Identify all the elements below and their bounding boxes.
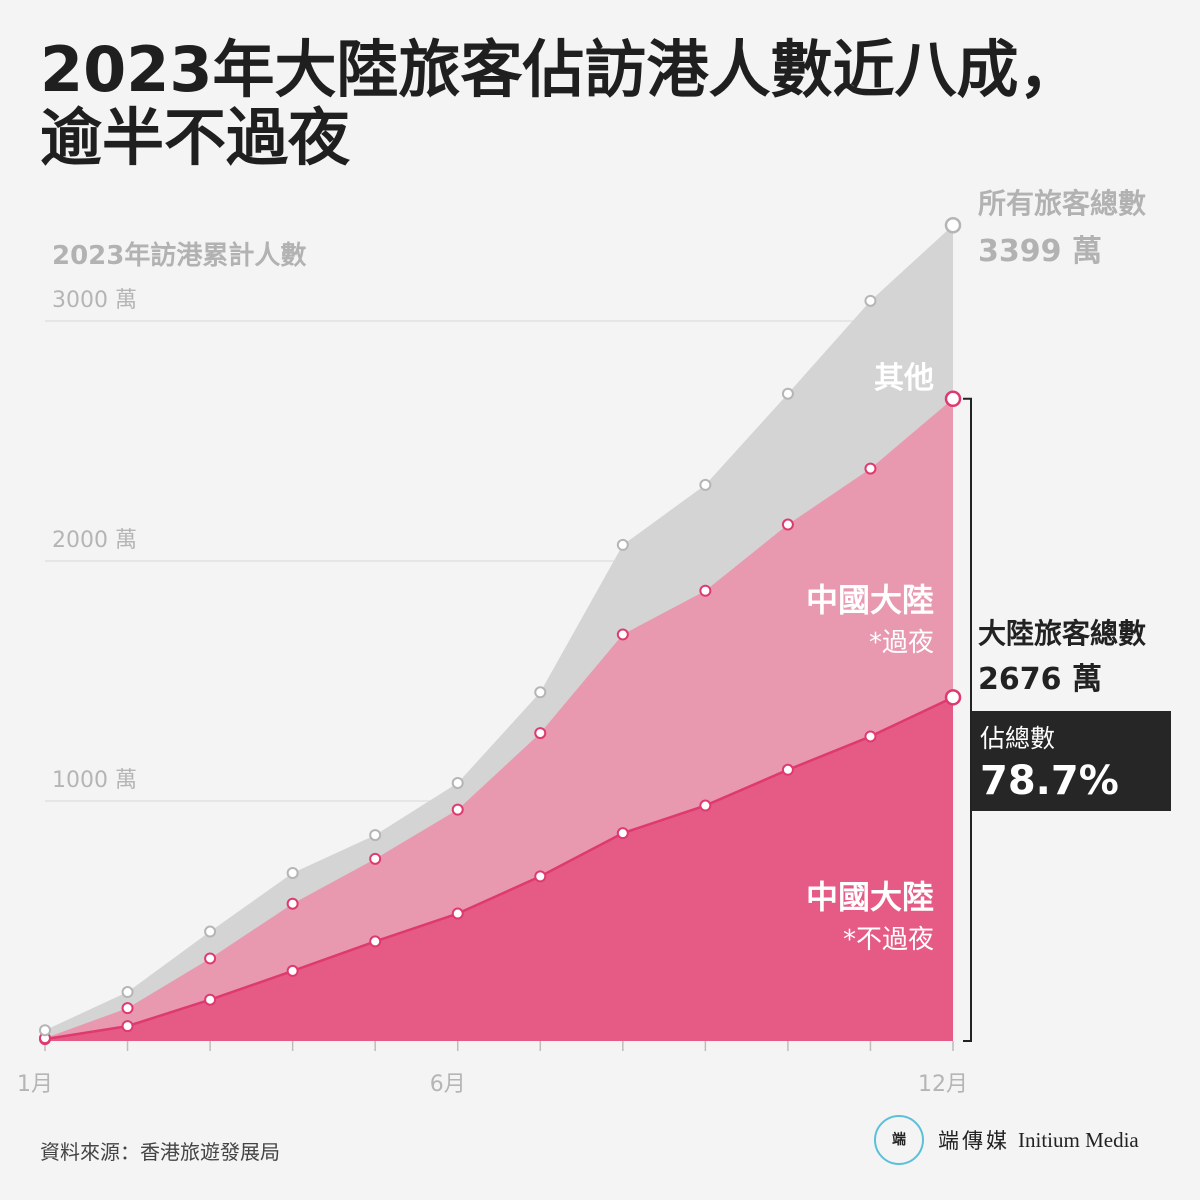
label-mainland-overnight: 中國大陸 bbox=[806, 581, 934, 619]
marker-overnight-2 bbox=[121, 1002, 134, 1015]
x-tick-label-1: 1月 bbox=[17, 1072, 53, 1097]
brand-logo: 端 端傳媒 Initium Media bbox=[874, 1112, 1139, 1168]
marker-other-7 bbox=[534, 686, 547, 699]
mainland-share-label: 佔總數 bbox=[980, 724, 1056, 753]
mainland-visitors-value: 2676 萬 bbox=[978, 662, 1102, 697]
marker-overnight-5 bbox=[369, 852, 382, 865]
marker-other-9 bbox=[699, 478, 712, 491]
marker-other-1 bbox=[39, 1024, 51, 1037]
marker-overnight-12 bbox=[944, 390, 962, 408]
marker-other-5 bbox=[369, 829, 382, 842]
initium-logo-icon: 端 bbox=[874, 1115, 924, 1165]
title-line-2: 逾半不過夜 bbox=[40, 101, 351, 174]
area-same_day bbox=[45, 697, 953, 1041]
brand-name-chinese: 端傳媒 bbox=[938, 1129, 1010, 1153]
marker-overnight-10 bbox=[781, 518, 794, 531]
marker-other-3 bbox=[204, 925, 217, 938]
mainland-share-box: 佔總數 78.7% bbox=[972, 711, 1171, 811]
marker-same_day-9 bbox=[699, 799, 712, 812]
marker-other-8 bbox=[616, 538, 629, 551]
page-title: 2023年大陸旅客佔訪港人數近八成， 逾半不過夜 bbox=[40, 36, 1160, 172]
label-same-day: *不過夜 bbox=[843, 925, 934, 955]
x-tick-label-12: 12月 bbox=[918, 1072, 968, 1097]
mainland-bracket bbox=[963, 397, 972, 1042]
y-tick-label-2000: 2000 萬 bbox=[52, 528, 137, 553]
label-overnight: *過夜 bbox=[869, 628, 934, 658]
marker-overnight-7 bbox=[534, 727, 547, 740]
marker-other-10 bbox=[781, 387, 794, 400]
marker-same_day-11 bbox=[864, 730, 877, 743]
marker-other-11 bbox=[864, 294, 877, 307]
marker-overnight-8 bbox=[616, 628, 629, 641]
all-visitors-total: 所有旅客總數 3399 萬 bbox=[978, 184, 1193, 280]
marker-overnight-4 bbox=[286, 897, 299, 910]
mainland-visitors-total: 大陸旅客總數 2676 萬 bbox=[978, 614, 1193, 706]
marker-same_day-10 bbox=[781, 763, 794, 776]
label-mainland-same-day: 中國大陸 bbox=[806, 878, 934, 916]
marker-overnight-3 bbox=[204, 952, 217, 965]
title-line-1: 2023年大陸旅客佔訪港人數近八成， bbox=[40, 33, 1081, 106]
marker-same_day-3 bbox=[204, 993, 217, 1006]
data-source: 資料來源：香港旅遊發展局 bbox=[40, 1140, 280, 1164]
marker-overnight-6 bbox=[451, 803, 464, 816]
marker-overnight-11 bbox=[864, 462, 877, 475]
line-same_day bbox=[44, 696, 954, 1041]
x-tick-label-6: 6月 bbox=[430, 1072, 466, 1097]
label-other: 其他 bbox=[874, 361, 934, 396]
marker-overnight-9 bbox=[699, 584, 712, 597]
marker-same_day-7 bbox=[534, 870, 547, 883]
marker-other-6 bbox=[451, 777, 464, 789]
marker-other-12 bbox=[944, 216, 962, 234]
all-visitors-label: 所有旅客總數 bbox=[978, 187, 1147, 220]
y-tick-label-1000: 1000 萬 bbox=[52, 768, 137, 793]
marker-same_day-8 bbox=[616, 827, 629, 840]
marker-other-4 bbox=[286, 867, 299, 879]
chart-subtitle: 2023年訪港累計人數 bbox=[52, 240, 306, 271]
marker-same_day-2 bbox=[121, 1020, 134, 1033]
marker-same_day-4 bbox=[286, 964, 299, 977]
y-tick-label-3000: 3000 萬 bbox=[52, 288, 137, 313]
brand-name-english: Initium Media bbox=[1018, 1127, 1139, 1152]
marker-same_day-6 bbox=[451, 907, 464, 920]
all-visitors-value: 3399 萬 bbox=[978, 234, 1102, 269]
mainland-visitors-label: 大陸旅客總數 bbox=[978, 617, 1147, 650]
marker-same_day-12 bbox=[944, 689, 962, 706]
marker-same_day-5 bbox=[369, 935, 382, 948]
mainland-share-value: 78.7% bbox=[980, 758, 1119, 804]
marker-other-2 bbox=[121, 986, 134, 999]
